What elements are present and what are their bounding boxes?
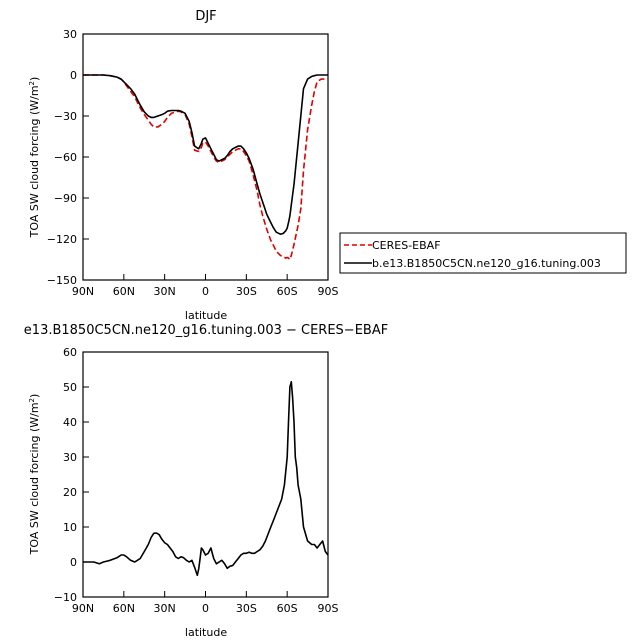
bottom-y-tick-label: −10 (54, 591, 77, 604)
legend: CERES-EBAF b.e13.B1850C5CN.ne120_g16.tun… (339, 232, 627, 274)
top-ylabel-base: TOA SW cloud forcing (W/m (28, 85, 41, 238)
bottom-x-tick-label: 90N (72, 602, 94, 615)
bottom-y-tick-label: 40 (63, 416, 77, 429)
top-y-tick-label: −60 (54, 151, 77, 164)
top-x-tick-label: 30S (236, 285, 257, 298)
top-x-tick-label: 0 (202, 285, 209, 298)
bottom-chart-ylabel: TOA SW cloud forcing (W/m2) (28, 394, 41, 556)
top-y-tick-label: −150 (47, 274, 77, 287)
bottom-series-line-0 (83, 381, 329, 577)
bottom-y-tick-label: 30 (63, 451, 77, 464)
bottom-x-tick-label: 60N (113, 602, 135, 615)
bottom-x-tick-label: 30S (236, 602, 257, 615)
bottom-y-tick-label: 10 (63, 521, 77, 534)
top-y-tick-label: 30 (63, 28, 77, 41)
bottom-chart: e13.B1850C5CN.ne120_g16.tuning.003 − CER… (24, 323, 388, 639)
bottom-chart-xlabel: latitude (185, 626, 227, 639)
top-series-line-0 (83, 74, 328, 261)
legend-entry-ceres: CERES-EBAF (372, 239, 441, 252)
bottom-x-tick-label: 0 (202, 602, 209, 615)
top-chart: DJF TOA SW cloud forcing (W/m2) latitude… (28, 9, 627, 322)
top-ylabel-tail: ) (28, 77, 41, 81)
bottom-y-tick-label: 50 (63, 381, 77, 394)
bottom-y-tick-label: 0 (70, 556, 77, 569)
bottom-plot-frame (82, 351, 329, 598)
top-ylabel-sup: 2 (28, 81, 36, 85)
bottom-x-tick-label: 60S (277, 602, 298, 615)
top-x-tick-label: 30N (154, 285, 176, 298)
bottom-y-tick-label: 20 (63, 486, 77, 499)
top-series-line-1 (83, 74, 328, 235)
top-x-tick-label: 60S (277, 285, 298, 298)
top-y-tick-label: −120 (47, 233, 77, 246)
top-x-tick-label: 90N (72, 285, 94, 298)
bottom-x-tick-label: 90S (318, 602, 339, 615)
top-plot-frame (82, 33, 329, 281)
top-plot-area: 90N 60N 30N 0 30S 60S 90S 30 0 −30 −60 −90 −120 −150 (47, 28, 339, 298)
top-x-tick-label: 60N (113, 285, 135, 298)
top-y-tick-label: −90 (54, 192, 77, 205)
bottom-ylabel-tail: ) (28, 394, 41, 398)
top-x-tick-label: 90S (318, 285, 339, 298)
top-chart-xlabel: latitude (185, 309, 227, 322)
top-y-tick-label: 0 (70, 69, 77, 82)
top-y-tick-label: −30 (54, 110, 77, 123)
bottom-ylabel-sup: 2 (28, 398, 36, 402)
top-chart-ylabel: TOA SW cloud forcing (W/m2) (28, 77, 41, 239)
bottom-plot-area: 90N 60N 30N 0 30S 60S 90S 60 50 40 30 20 10 0 −10 (54, 346, 339, 615)
legend-entry-model: b.e13.B1850C5CN.ne120_g16.tuning.003 (372, 257, 601, 270)
top-chart-title: DJF (195, 9, 216, 24)
legend-box (339, 232, 627, 274)
bottom-x-tick-label: 30N (154, 602, 176, 615)
bottom-ylabel-base: TOA SW cloud forcing (W/m (28, 402, 41, 555)
bottom-chart-title: e13.B1850C5CN.ne120_g16.tuning.003 − CER… (24, 323, 388, 338)
bottom-y-tick-label: 60 (63, 346, 77, 359)
